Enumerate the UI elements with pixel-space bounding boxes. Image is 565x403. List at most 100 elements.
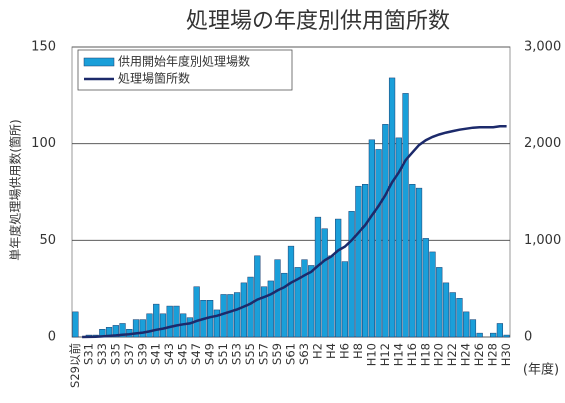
bar [254, 255, 261, 338]
bar [72, 311, 79, 338]
bar [429, 251, 436, 338]
chart-title: 処理場の年度別供用箇所数 [186, 9, 450, 34]
bar [463, 311, 470, 338]
x-tick-label: S63 [297, 343, 311, 365]
bar [119, 323, 126, 338]
bar [422, 238, 429, 338]
bar [355, 185, 362, 338]
bar [132, 319, 140, 338]
legend-swatch [83, 57, 115, 67]
x-tick-label: S61 [284, 343, 298, 365]
x-tick-label: S59 [270, 343, 284, 365]
y-tick-label: 0 [48, 330, 56, 345]
bar [368, 139, 375, 338]
x-tick-label: H2 [310, 343, 324, 359]
bar [220, 294, 227, 338]
bar [314, 216, 322, 338]
x-tick-label: S33 [95, 343, 109, 365]
y2-tick-label: 3,000 [524, 40, 561, 55]
bar [382, 124, 389, 338]
x-tick-label: H28 [486, 343, 500, 366]
x-axis-label: (年度) [523, 362, 559, 378]
bar [233, 292, 241, 338]
bar [335, 218, 342, 338]
bar [146, 313, 153, 338]
x-tick-label: S43 [162, 343, 176, 365]
x-tick-label: H22 [445, 343, 459, 366]
x-tick-label: S51 [216, 343, 230, 365]
x-tick-label: S35 [108, 343, 122, 365]
bar [490, 332, 497, 338]
bar [213, 309, 220, 338]
bar [415, 187, 423, 338]
bar [469, 319, 477, 338]
x-tick-label: H12 [378, 343, 392, 366]
legend-label: 供用開始年度別処理場数 [118, 54, 250, 69]
bar [402, 93, 409, 338]
line [82, 125, 507, 339]
x-tick-label: S41 [149, 343, 163, 365]
legend-label: 処理場箇所数 [118, 71, 190, 86]
y-axis-label: 単年度処理場供用数(箇所) [8, 119, 23, 260]
bar [240, 282, 247, 338]
y2-tick-label: 2,000 [524, 136, 561, 151]
bar [153, 303, 160, 338]
bar [186, 317, 194, 338]
bar [496, 323, 504, 338]
x-tick-label: S55 [243, 343, 257, 365]
x-tick-label: H4 [324, 343, 338, 359]
bar [166, 305, 173, 338]
y-tick-label: 50 [39, 233, 56, 248]
bar [287, 245, 295, 338]
x-tick-label: H10 [364, 343, 378, 366]
bar [193, 286, 200, 338]
x-tick-label: S31 [81, 343, 95, 365]
bar [281, 272, 288, 338]
bar [348, 211, 355, 338]
bar [321, 228, 328, 338]
bar [301, 259, 308, 338]
x-tick-label: H18 [418, 343, 432, 366]
y2-tick-label: 1,000 [524, 233, 561, 248]
x-tick-label: S53 [230, 343, 244, 365]
legend-box [77, 49, 293, 91]
x-tick-label: S37 [122, 343, 136, 365]
bar [260, 286, 268, 338]
x-tick-label: H20 [432, 343, 446, 366]
bar [341, 261, 349, 338]
x-tick-label: H24 [459, 343, 473, 366]
bar [112, 325, 119, 338]
y-tick-label: 100 [31, 136, 56, 151]
x-tick-label: S45 [176, 343, 190, 365]
bar [449, 292, 456, 338]
x-tick-label: S57 [257, 343, 271, 365]
x-tick-label: H16 [405, 343, 419, 366]
bar [173, 305, 180, 338]
bar [442, 282, 450, 338]
x-tick-label: H14 [391, 343, 405, 366]
bar [247, 276, 254, 338]
bar [328, 255, 335, 338]
y-tick-label: 150 [31, 40, 56, 55]
x-tick-label: S29以前 [68, 343, 82, 388]
bar [139, 319, 146, 338]
x-tick-label: S39 [135, 343, 149, 365]
bar [274, 259, 281, 338]
bar [375, 149, 382, 338]
bar [476, 332, 483, 338]
bar [227, 294, 234, 338]
bar [362, 184, 369, 338]
bar [395, 137, 402, 338]
bar [436, 267, 443, 338]
x-tick-label: H6 [337, 343, 351, 359]
bar [388, 77, 396, 338]
bar [409, 184, 416, 338]
bar [308, 265, 315, 338]
y2-tick-label: 0 [524, 330, 532, 345]
bar [159, 313, 167, 338]
x-tick-label: S47 [189, 343, 203, 365]
bar [294, 267, 301, 338]
x-tick-label: H30 [499, 343, 513, 366]
x-tick-label: S49 [203, 343, 217, 365]
